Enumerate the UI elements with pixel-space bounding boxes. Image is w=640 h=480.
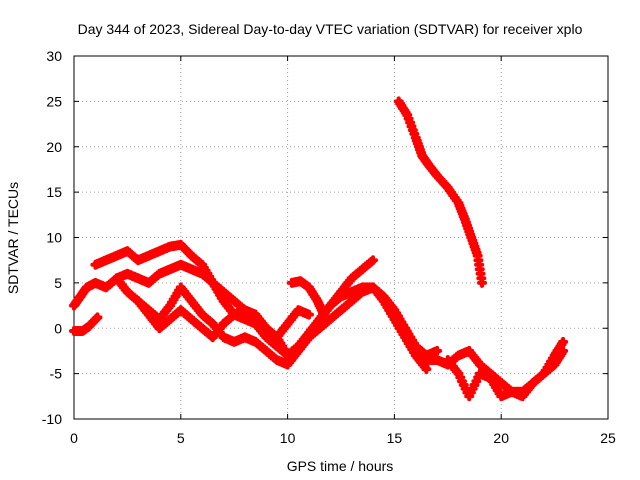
y-tick-label: -10 [42,411,62,427]
series-line-track-6 [289,279,326,317]
x-tick-label: 10 [280,430,296,446]
y-tick-label: -5 [50,366,63,382]
x-tick-label: 15 [387,430,403,446]
y-tick-label: 5 [54,275,62,291]
x-tick-label: 20 [493,430,509,446]
y-tick-label: 20 [46,139,62,155]
series-line-track-5 [72,315,100,333]
series-line-track-9 [445,348,566,399]
y-tick-label: 0 [54,320,62,336]
plot-frame [73,55,609,420]
series-line-track-4 [136,299,311,340]
y-axis-ticks: -10 -5 0 5 10 15 20 25 30 [42,48,608,427]
y-tick-label: 15 [46,184,62,200]
y-tick-label: 25 [46,93,62,109]
grid-lines [74,56,608,419]
x-axis-label: GPS time / hours [287,458,394,474]
y-tick-label: 10 [46,230,62,246]
x-tick-label: 5 [177,430,185,446]
y-axis-label: SDTVAR / TECUs [5,182,21,294]
x-tick-label: 0 [70,430,78,446]
series-line-track-3 [114,276,429,372]
data-series [69,96,569,402]
y-tick-label: 30 [46,48,62,64]
series-line-track-7 [396,99,484,285]
series-track-7 [393,96,487,288]
x-tick-label: 25 [600,430,616,446]
chart-title: Day 344 of 2023, Sidereal Day-to-day VTE… [78,21,583,37]
